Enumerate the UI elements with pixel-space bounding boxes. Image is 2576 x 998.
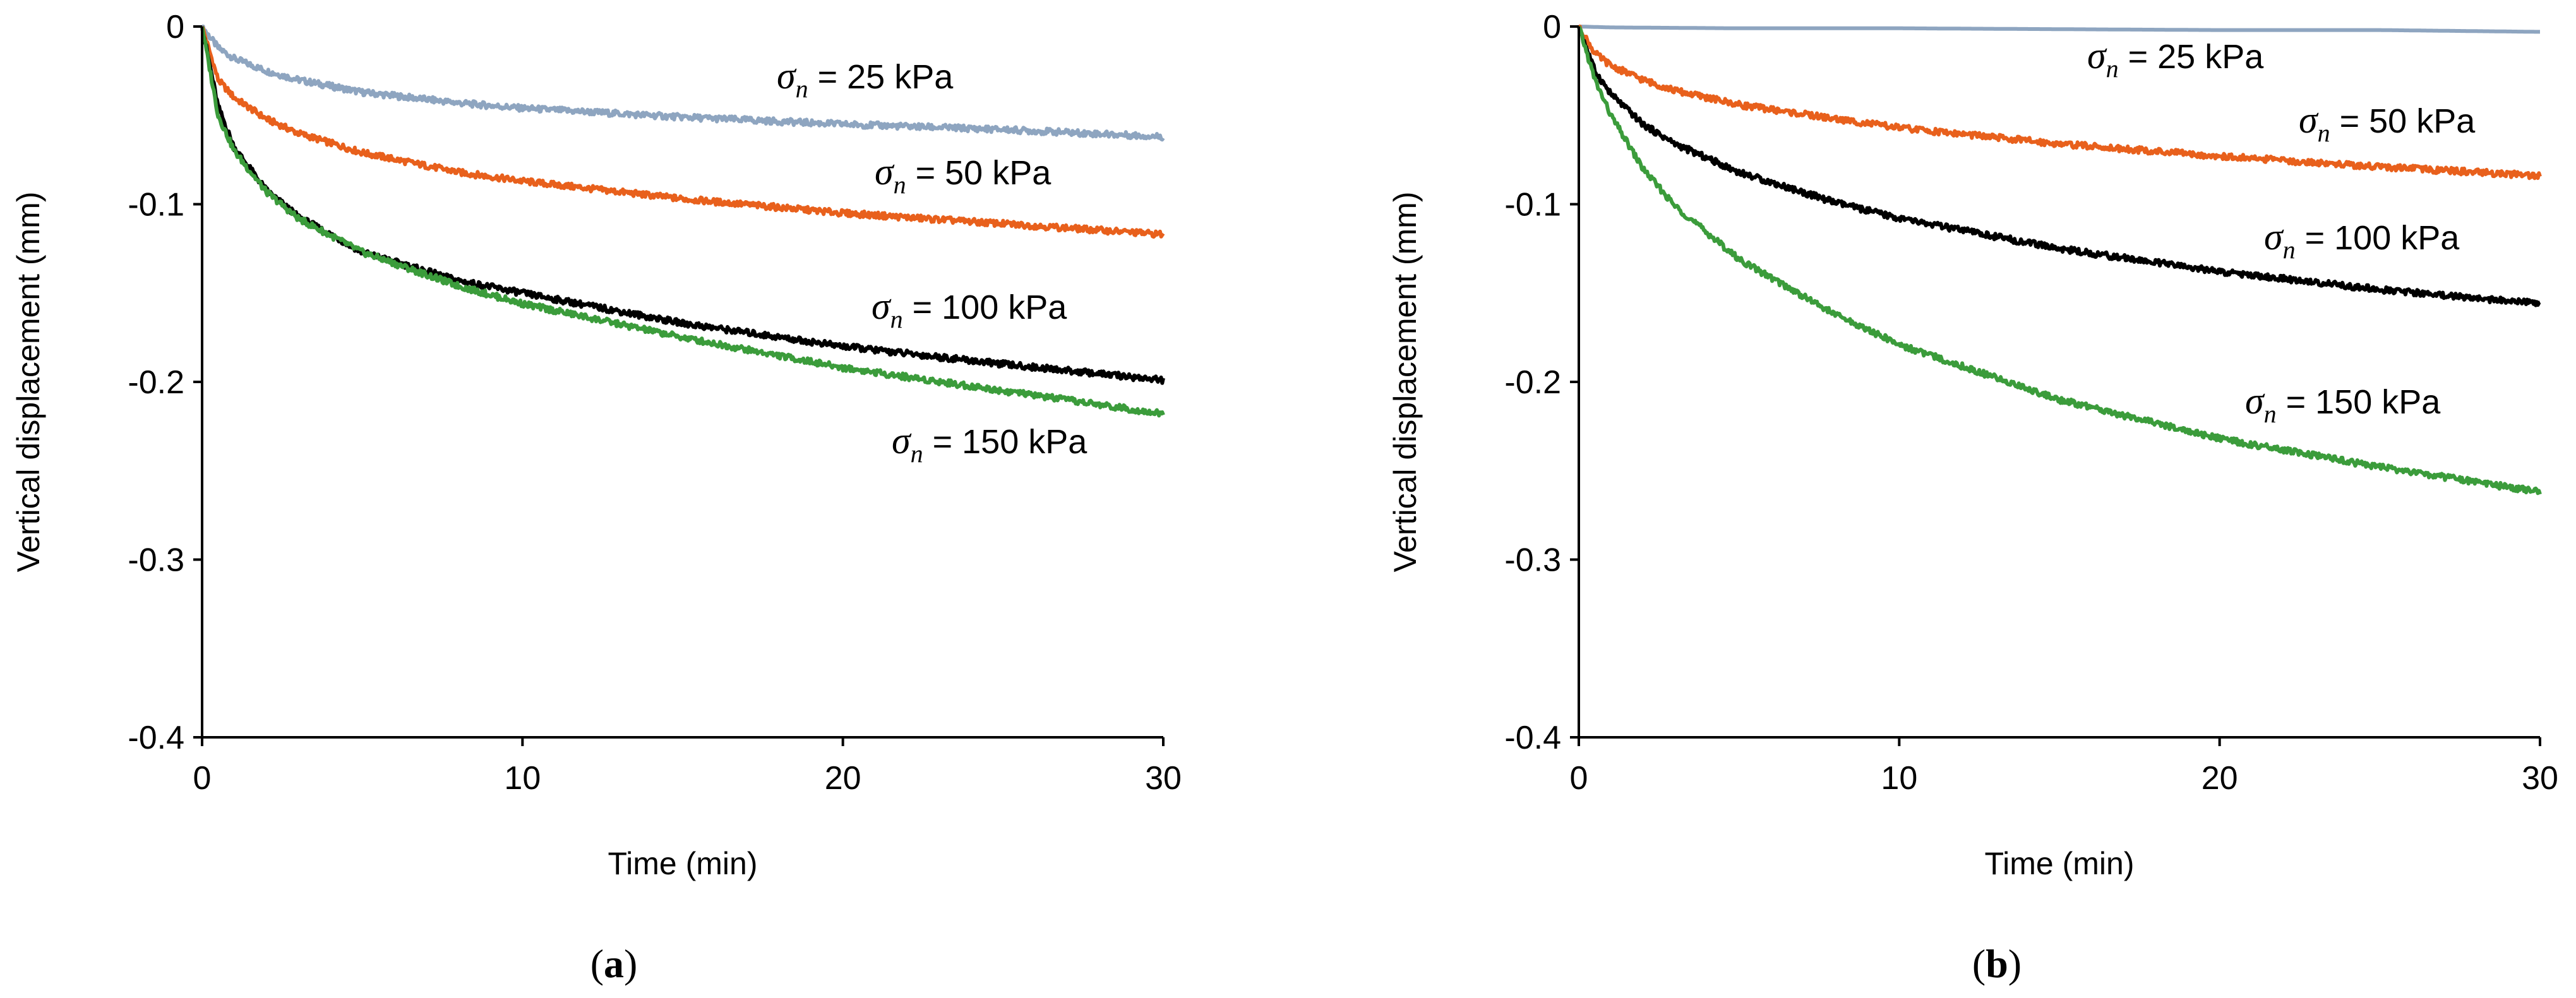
sigma-subscript: n [2318,119,2330,147]
sigma-symbol: σ [892,420,912,461]
x-tick-label: 30 [2522,760,2558,797]
series-line-25-kpa [1578,25,2541,34]
caption-letter: a [604,941,624,986]
annotation-value: = 150 kPa [2277,383,2441,421]
x-tick-label: 10 [504,760,541,797]
y-tick-label: -0.1 [1504,187,1561,223]
sigma-subscript: n [796,74,808,103]
series-line-50-kpa [200,25,1165,239]
sigma-symbol: σ [2245,380,2265,422]
caption-paren-open: ( [1972,941,1986,986]
series-annotation: σn = 25 kPa [2087,35,2264,83]
series-line-50-kpa [1578,25,2542,181]
annotation-value: = 50 kPa [906,154,1052,192]
y-tick-label: 0 [1543,9,1561,45]
sigma-subscript: n [2264,400,2277,428]
series-annotation: σn = 50 kPa [2299,99,2476,147]
y-axis-label: Vertical displacement (mm) [11,192,46,573]
sigma-symbol: σ [777,55,797,97]
sigma-symbol: σ [2087,35,2107,76]
x-tick-label: 20 [2202,760,2238,797]
sigma-subscript: n [911,439,923,468]
x-axis-label: Time (min) [608,846,757,881]
sigma-subscript: n [2106,54,2119,83]
caption-paren-close: ) [2008,941,2022,986]
x-tick-label: 30 [1145,760,1182,797]
series-line-150-kpa [1577,25,2542,496]
x-tick-label: 0 [193,760,212,797]
annotation-value: = 100 kPa [2296,219,2460,257]
caption-paren-open: ( [590,941,604,986]
y-tick-label: -0.2 [128,364,184,401]
sigma-symbol: σ [2299,99,2319,141]
x-tick-label: 0 [1570,760,1588,797]
annotation-value: = 100 kPa [903,288,1068,326]
y-tick-label: -0.1 [128,187,184,223]
annotation-value: = 150 kPa [923,423,1088,461]
y-tick-label: -0.4 [1504,720,1561,756]
sigma-symbol: σ [872,285,892,327]
series-annotation: σn = 100 kPa [2264,216,2460,264]
series-line-25-kpa [201,25,1165,142]
caption-paren-close: ) [624,941,637,986]
y-tick-label: -0.2 [1504,364,1561,401]
series-line-100-kpa [200,26,1165,385]
y-tick-label: -0.4 [128,720,184,756]
panel-caption: (b) [1972,941,2022,986]
series-annotation: σn = 150 kPa [892,420,1087,468]
x-axis-label: Time (min) [1984,846,2134,881]
annotation-value: = 25 kPa [2119,38,2265,76]
y-tick-label: -0.3 [1504,542,1561,579]
y-tick-label: 0 [166,9,184,45]
caption-letter: b [1986,941,2008,986]
annotation-value: = 25 kPa [808,58,954,96]
sigma-symbol: σ [875,151,895,193]
sigma-subscript: n [2283,235,2296,264]
sigma-subscript: n [890,305,903,333]
y-tick-label: -0.3 [128,542,184,579]
series-annotation: σn = 100 kPa [872,285,1067,333]
annotation-value: = 50 kPa [2330,102,2476,140]
series-annotation: σn = 150 kPa [2245,380,2441,428]
series-line-100-kpa [1577,26,2541,307]
sigma-subscript: n [894,170,906,199]
panel-caption: (a) [590,941,638,986]
x-tick-label: 10 [1881,760,1917,797]
y-axis-label: Vertical displacement (mm) [1387,192,1423,573]
sigma-symbol: σ [2264,216,2284,258]
series-annotation: σn = 50 kPa [875,151,1051,199]
series-line-150-kpa [200,26,1165,418]
x-tick-label: 20 [825,760,861,797]
series-annotation: σn = 25 kPa [777,55,954,103]
